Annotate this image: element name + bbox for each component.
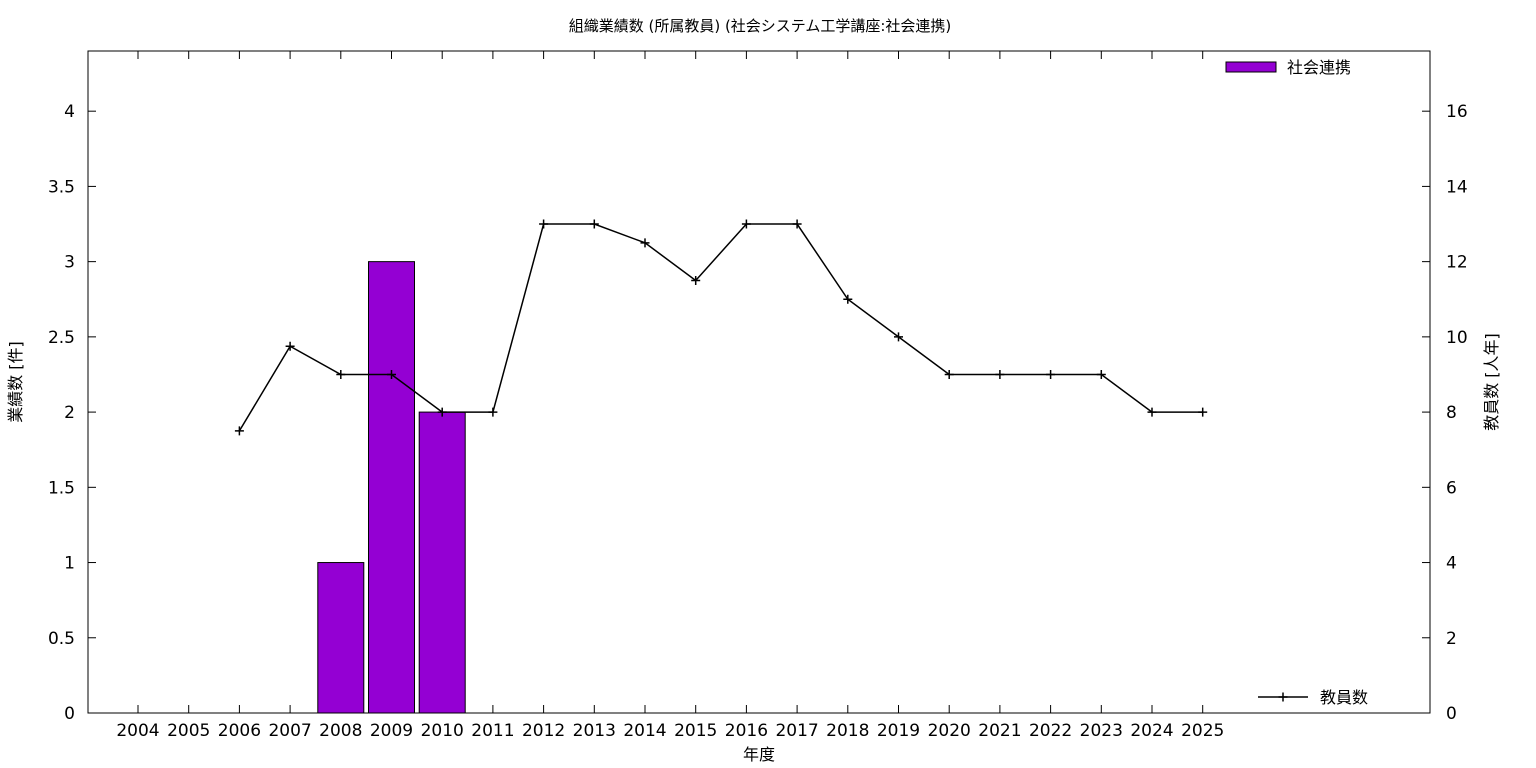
x-tick-label: 2007 xyxy=(268,721,311,741)
x-tick-label: 2010 xyxy=(421,721,464,741)
line-point-marker xyxy=(437,407,447,417)
legend-label-line: 教員数 xyxy=(1320,688,1368,707)
y-tick-label: 1.5 xyxy=(48,478,75,498)
bar xyxy=(317,562,365,714)
x-tick-label: 2025 xyxy=(1181,721,1224,741)
bar xyxy=(368,261,415,714)
x-tick-label: 2019 xyxy=(877,721,920,741)
x-tick-label: 2015 xyxy=(674,721,717,741)
y-tick-label: 1 xyxy=(64,554,75,574)
left-axis-tick-labels: 0 0.5 1 1.5 2 2.5 3 3.5 4 xyxy=(48,102,75,724)
x-tick-label: 2013 xyxy=(573,721,616,741)
y2-tick-label: 6 xyxy=(1446,478,1457,498)
chart-title: 組織業績数 (所属教員) (社会システム工学講座:社会連携) xyxy=(569,17,952,35)
x-axis-label: 年度 xyxy=(743,745,775,764)
y2-tick-label: 0 xyxy=(1446,704,1457,724)
x-tick-label: 2014 xyxy=(623,721,666,741)
line-series xyxy=(234,219,1208,436)
y2-tick-label: 4 xyxy=(1446,554,1457,574)
legend-label-bar: 社会連携 xyxy=(1287,58,1351,77)
line-point-marker xyxy=(792,219,802,229)
line-point-marker xyxy=(640,238,650,248)
x-tick-label: 2004 xyxy=(116,721,159,741)
y-tick-label: 2 xyxy=(64,403,75,423)
y-tick-label: 2.5 xyxy=(48,328,75,348)
line-point-marker xyxy=(336,369,346,379)
y2-tick-label: 2 xyxy=(1446,629,1457,649)
line-point-marker xyxy=(691,275,701,285)
x-tick-label: 2024 xyxy=(1130,721,1173,741)
bar-series xyxy=(317,261,466,714)
x-tick-label: 2008 xyxy=(319,721,362,741)
line-path xyxy=(238,223,1203,432)
y-tick-label: 4 xyxy=(64,102,75,122)
line-point-marker xyxy=(488,407,498,417)
right-axis-tick-labels: 0 2 4 6 8 10 12 14 16 xyxy=(1446,102,1468,724)
legend-line-marker xyxy=(1278,692,1288,702)
y2-tick-label: 12 xyxy=(1446,253,1468,273)
x-tick-label: 2006 xyxy=(218,721,261,741)
x-tick-label: 2011 xyxy=(471,721,514,741)
line-point-marker xyxy=(944,369,954,379)
y2-axis-label: 教員数 [人年] xyxy=(1482,333,1501,431)
x-axis-tick-labels: 2004 2005 2006 2007 2008 2009 2010 2011 2012 2013… xyxy=(116,721,1224,741)
line-point-marker xyxy=(539,219,549,229)
bar xyxy=(418,411,466,714)
x-tick-label: 2009 xyxy=(370,721,413,741)
x-tick-label: 2017 xyxy=(775,721,818,741)
x-tick-label: 2023 xyxy=(1080,721,1123,741)
y2-tick-label: 14 xyxy=(1446,177,1468,197)
line-point-marker xyxy=(1096,369,1106,379)
line-point-marker xyxy=(843,294,853,304)
x-tick-label: 2021 xyxy=(978,721,1021,741)
y-tick-label: 0.5 xyxy=(48,629,75,649)
y2-tick-label: 16 xyxy=(1446,102,1468,122)
x-tick-label: 2012 xyxy=(522,721,565,741)
plot-area-frame xyxy=(87,50,1431,714)
x-tick-label: 2022 xyxy=(1029,721,1072,741)
y-tick-label: 0 xyxy=(64,704,75,724)
x-tick-label: 2018 xyxy=(826,721,869,741)
y-axis-label: 業績数 [件] xyxy=(6,341,25,423)
line-point-marker xyxy=(1198,407,1208,417)
line-point-marker xyxy=(234,426,244,436)
axis-ticks xyxy=(88,51,1430,714)
line-point-marker xyxy=(995,369,1005,379)
y2-tick-label: 8 xyxy=(1446,403,1457,423)
line-point-marker xyxy=(387,369,396,379)
line-point-marker xyxy=(285,341,295,351)
legend-bar-swatch xyxy=(1225,61,1277,73)
x-tick-label: 2020 xyxy=(928,721,971,741)
y-tick-label: 3.5 xyxy=(48,177,75,197)
line-point-marker xyxy=(741,219,751,229)
y-tick-label: 3 xyxy=(64,253,75,273)
x-tick-label: 2005 xyxy=(167,721,210,741)
x-tick-label: 2016 xyxy=(725,721,768,741)
line-point-marker xyxy=(894,332,903,342)
y2-tick-label: 10 xyxy=(1446,328,1468,348)
line-point-marker xyxy=(589,219,599,229)
line-point-marker xyxy=(1147,407,1157,417)
line-point-marker xyxy=(1046,369,1056,379)
